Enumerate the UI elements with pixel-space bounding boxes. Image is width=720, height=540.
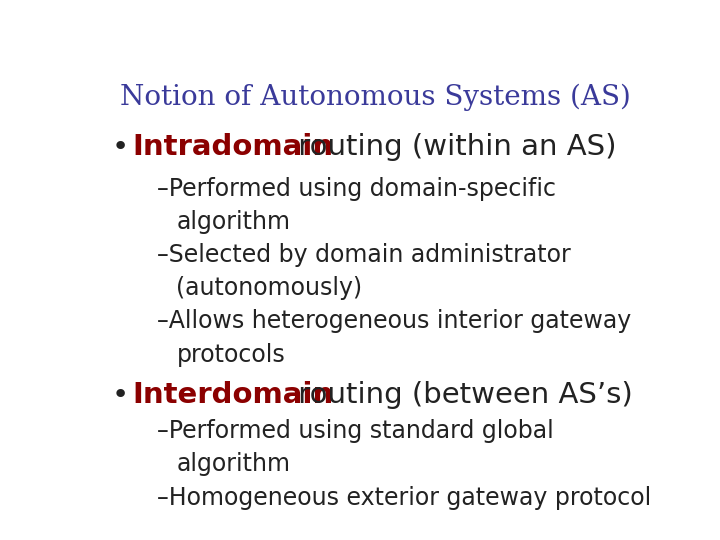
Text: protocols: protocols [176,342,285,367]
Text: –Allows heterogeneous interior gateway: –Allows heterogeneous interior gateway [157,309,631,333]
Text: –Performed using standard global: –Performed using standard global [157,419,554,443]
Text: –Selected by domain administrator: –Selected by domain administrator [157,243,571,267]
Text: algorithm: algorithm [176,453,290,476]
Text: Interdomain: Interdomain [133,381,334,409]
Text: –Homogeneous exterior gateway protocol: –Homogeneous exterior gateway protocol [157,485,651,510]
Text: –Performed using domain-specific: –Performed using domain-specific [157,177,556,201]
Text: routing (between AS’s): routing (between AS’s) [289,381,633,409]
Text: algorithm: algorithm [176,210,290,234]
Text: •: • [112,133,139,161]
Text: routing (within an AS): routing (within an AS) [289,133,616,161]
Text: (autonomously): (autonomously) [176,276,363,300]
Text: •: • [112,381,139,409]
Text: Notion of Autonomous Systems (AS): Notion of Autonomous Systems (AS) [120,84,631,111]
Text: Intradomain: Intradomain [133,133,334,161]
